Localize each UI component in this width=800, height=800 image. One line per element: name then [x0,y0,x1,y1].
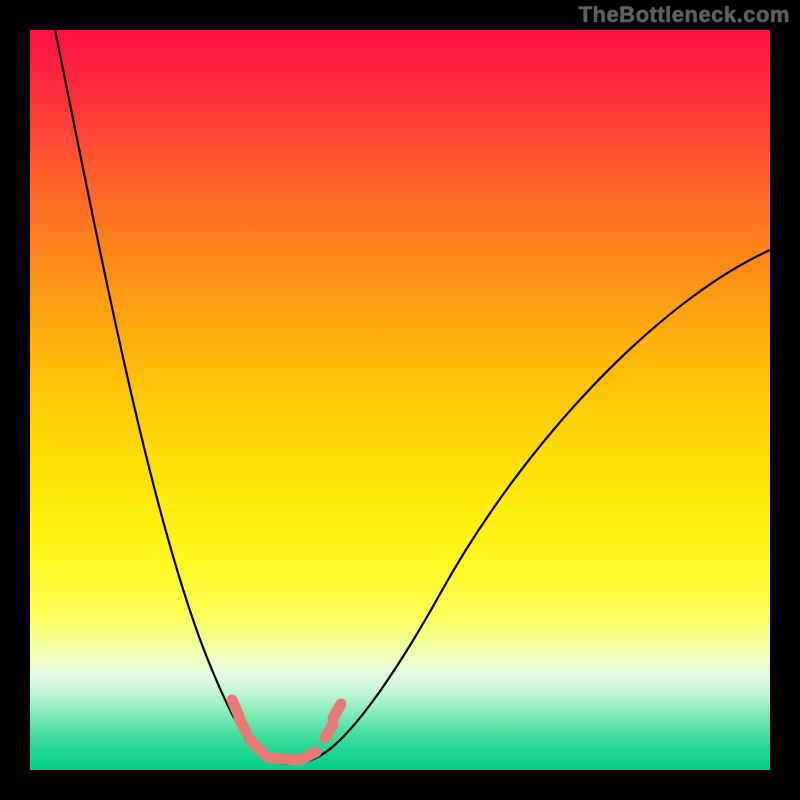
bottleneck-chart-svg [0,0,800,800]
watermark-text: TheBottleneck.com [579,2,790,28]
trough-marker-segment [300,752,316,760]
trough-marker-segment [333,704,341,718]
chart-stage: TheBottleneck.com [0,0,800,800]
gradient-panel [30,30,770,770]
trough-marker-segment [270,758,296,760]
trough-marker-segment [325,724,333,738]
trough-marker-segment [239,718,246,732]
